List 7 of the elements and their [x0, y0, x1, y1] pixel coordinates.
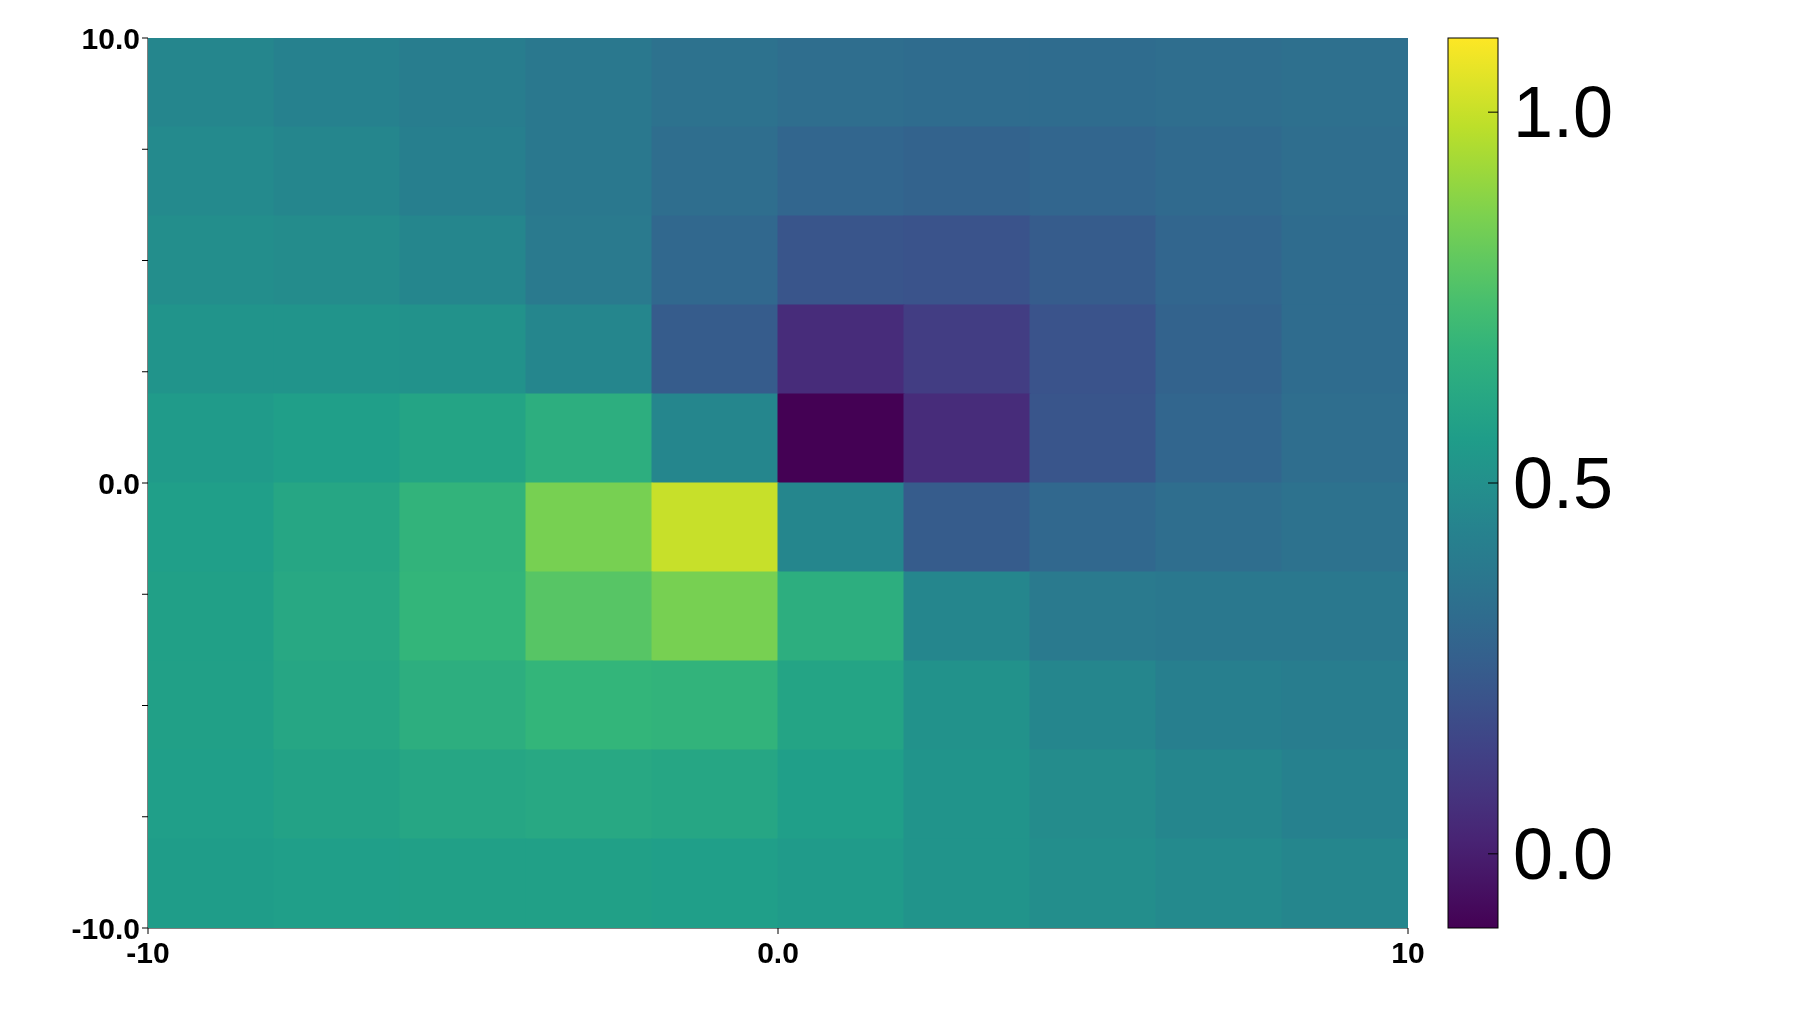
y-tick-label: 10.0: [81, 21, 140, 55]
x-tick-label: 0.0: [757, 936, 799, 970]
color-bar-label: 0.5: [1513, 443, 1614, 523]
x-tick-label: 10: [1391, 936, 1425, 970]
color-bar-label: 1.0: [1513, 72, 1614, 153]
y-tick-label: 0.0: [98, 466, 140, 500]
color-bar-label: 0.0: [1513, 813, 1614, 894]
